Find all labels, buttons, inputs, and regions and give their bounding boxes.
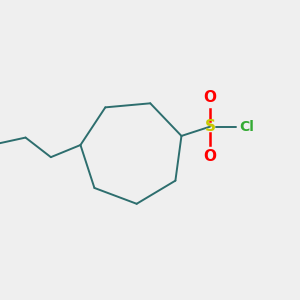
Text: O: O (203, 90, 217, 105)
Text: Cl: Cl (239, 120, 254, 134)
Text: O: O (203, 149, 217, 164)
Text: S: S (205, 119, 215, 134)
